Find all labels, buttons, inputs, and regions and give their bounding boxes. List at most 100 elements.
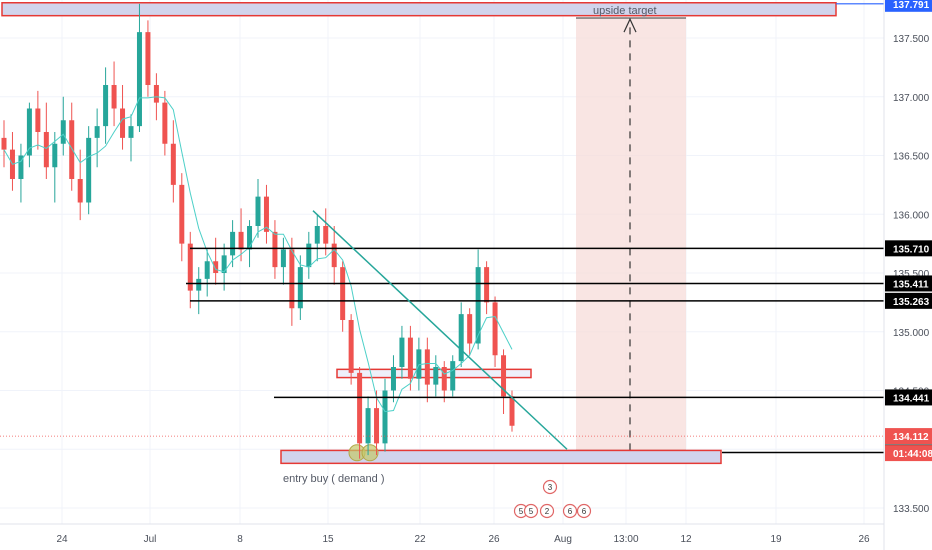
event-marker — [576, 503, 592, 519]
candle-body — [238, 231, 244, 250]
descending-trendline — [312, 210, 568, 450]
candle-body — [221, 255, 227, 273]
candle-body — [153, 85, 159, 103]
candle-body — [247, 226, 253, 250]
levels — [0, 3, 884, 454]
candle-body — [77, 179, 83, 203]
candle-body — [441, 367, 447, 391]
candle-body — [399, 337, 405, 367]
candle-body — [340, 267, 346, 320]
y-tick-label: 137.000 — [893, 93, 930, 104]
event-marker-label: 5 — [529, 507, 534, 516]
drawings — [312, 210, 568, 450]
candle-body — [18, 155, 24, 179]
upside-target-label: upside target — [593, 5, 657, 17]
event-marker-label: 3 — [548, 483, 553, 492]
candle-body — [306, 243, 312, 268]
candle-body — [501, 355, 507, 397]
candle-body — [94, 126, 100, 138]
event-marker-label: 2 — [545, 507, 550, 516]
candle-body — [111, 85, 117, 109]
event-marker — [542, 479, 558, 495]
x-tick-label: 15 — [322, 534, 334, 545]
moving-average — [3, 96, 513, 413]
candle-body — [187, 243, 193, 291]
candle-body — [450, 361, 456, 391]
x-tick-label: 26 — [488, 534, 500, 545]
y-tick-label: 135.500 — [893, 269, 930, 280]
demand-zone — [280, 449, 722, 465]
x-axis[interactable]: 24 Jul 8 15 22 26 Aug 13:00 12 19 26 — [0, 523, 884, 545]
x-tick-label: 24 — [56, 534, 68, 545]
candle-body — [416, 349, 422, 379]
x-tick-label: 12 — [680, 534, 692, 545]
candle-body — [289, 249, 295, 309]
high-price-tag — [885, 0, 932, 12]
candle-body — [323, 226, 329, 244]
candle-body — [357, 372, 363, 444]
level-tag — [885, 389, 932, 406]
candle-body — [390, 367, 396, 391]
y-tick-label: 133.500 — [893, 504, 930, 515]
level-tag — [885, 292, 932, 309]
y-tick-label: 136.500 — [893, 152, 930, 163]
candle-body — [26, 108, 32, 156]
grid — [0, 0, 884, 524]
y-tick-label: 135.000 — [893, 328, 930, 339]
candle-body — [52, 143, 58, 168]
x-tick-label: Jul — [144, 534, 157, 545]
event-markers: 3 5 5 2 6 6 — [513, 479, 592, 519]
candles — [1, 3, 515, 459]
countdown-tag-label: 01:44:08 — [893, 449, 932, 460]
candle-body — [145, 32, 151, 85]
candle-body — [86, 137, 92, 203]
level-tag — [885, 275, 932, 292]
x-tick-label: 13:00 — [613, 534, 638, 545]
y-tick-label: 136.000 — [893, 210, 930, 221]
candle-body — [103, 85, 109, 127]
countdown-tag — [885, 445, 932, 462]
candle-body — [43, 132, 49, 168]
high-price-tag-label: 137.791 — [893, 0, 930, 11]
event-marker — [523, 503, 539, 519]
candle-body — [60, 120, 66, 144]
candle-body — [492, 302, 498, 356]
level-tag-label: 135.710 — [893, 244, 930, 255]
event-marker-label: 6 — [568, 507, 573, 516]
candle-body — [280, 249, 286, 268]
candle-body — [120, 108, 126, 138]
candle-body — [272, 231, 278, 268]
upside-target-zone — [1, 2, 837, 17]
candle-body — [230, 231, 236, 256]
candle-body — [348, 320, 354, 373]
x-tick-label: 26 — [858, 534, 870, 545]
candle-body — [69, 120, 75, 179]
candle-body — [433, 367, 439, 385]
y-axis[interactable]: 133.500134.000134.500135.000135.500136.0… — [883, 0, 930, 550]
event-marker — [539, 503, 555, 519]
candle-body — [128, 126, 134, 138]
candle-body — [204, 261, 210, 279]
price-tags: 135.710135.411135.263134.441133.972137.7… — [885, 0, 932, 462]
double-bottom-marker — [361, 444, 379, 462]
level-tag-label: 135.263 — [893, 297, 930, 308]
candle-body — [484, 267, 490, 303]
x-tick-label: 19 — [770, 534, 782, 545]
level-tag-label: 134.441 — [893, 393, 930, 404]
candle-body — [35, 108, 41, 132]
level-tag-label: 135.411 — [893, 279, 929, 290]
x-tick-label: 22 — [414, 534, 426, 545]
candle-body — [331, 243, 337, 268]
entry-buy-label: entry buy ( demand ) — [283, 473, 385, 485]
event-marker-label: 6 — [582, 507, 587, 516]
candle-body — [407, 337, 413, 379]
candle-body — [509, 396, 515, 426]
last-price-tag-label: 134.112 — [893, 432, 929, 443]
target-projection — [576, 17, 686, 453]
event-marker-label: 5 — [519, 507, 524, 516]
candle-body — [263, 196, 269, 232]
candle-body — [255, 196, 261, 226]
target-arrowhead — [623, 17, 637, 33]
candle-body — [475, 267, 481, 344]
